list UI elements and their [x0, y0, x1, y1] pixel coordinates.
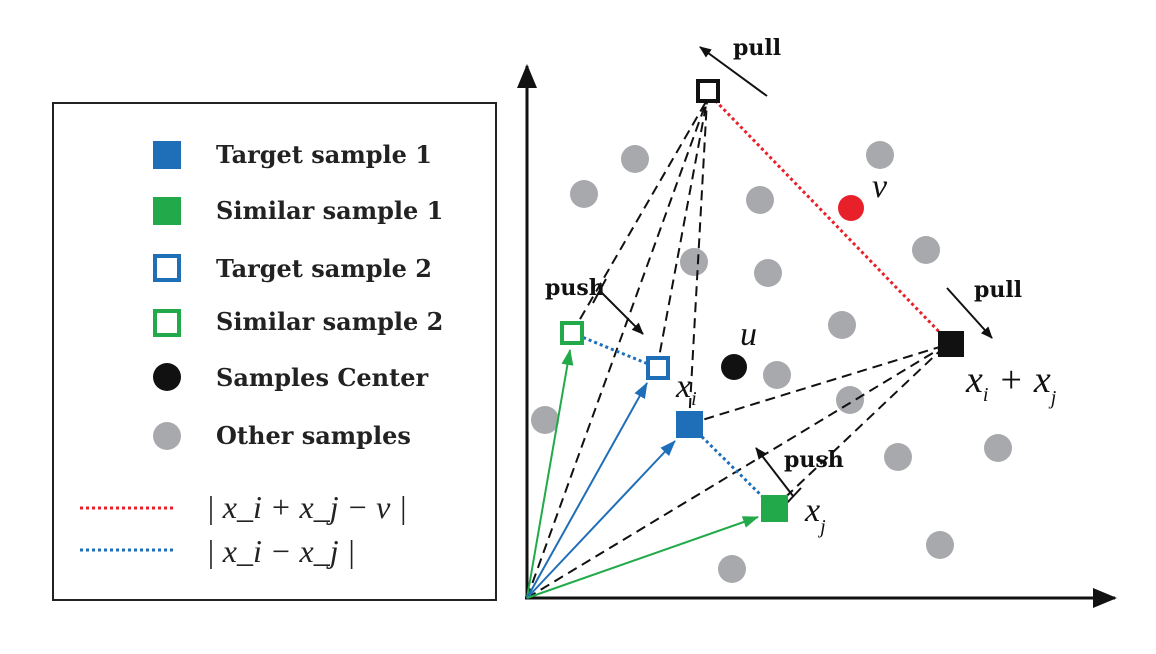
push-bracket-left	[592, 278, 607, 304]
pull-label-top: pull	[733, 35, 781, 61]
target-sample-1-square	[676, 411, 703, 438]
legend: Target sample 1 Similar sample 1 Target …	[52, 102, 497, 601]
legend-marker-similar-sample-1	[153, 197, 181, 225]
pull-arrow-top	[699, 46, 768, 97]
blue-dotted-distance-line-1	[687, 422, 776, 510]
v-label: v	[872, 168, 888, 205]
other-sample-dot	[680, 248, 708, 276]
other-sample-dot	[912, 236, 940, 264]
blue-dotted-distance-line-2	[571, 331, 659, 370]
other-sample-dot	[754, 259, 782, 287]
dashed-line-origin-to-top	[526, 99, 708, 599]
xi-label-base: x	[675, 368, 691, 405]
sum-label-plus: +	[1000, 359, 1021, 401]
top-hollow-black-square	[696, 79, 720, 103]
xi-label: xi	[675, 368, 697, 410]
sum-label-sub1: i	[983, 384, 989, 406]
vector-similar-sample-1	[526, 516, 759, 599]
push-label-left: push	[545, 275, 605, 301]
red-dotted-distance-line	[705, 90, 952, 345]
other-sample-dot	[531, 406, 559, 434]
legend-blue-line-formula: | x_i − x_j |	[206, 533, 355, 569]
other-sample-dot	[570, 180, 598, 208]
other-samples	[531, 141, 1012, 583]
legend-label-samples-center: Samples Center	[216, 363, 428, 392]
dashed-line-target1-to-sum	[688, 344, 947, 425]
legend-marker-similar-sample-2	[153, 309, 181, 337]
vector-similar-sample-2	[526, 349, 574, 599]
pull-arrow-right	[946, 287, 993, 339]
other-sample-dot	[746, 186, 774, 214]
push-arrow-left	[599, 290, 644, 335]
dashed-line-target2-to-top	[656, 99, 708, 369]
legend-red-line-formula: | x_i + x_j − v |	[206, 489, 407, 525]
vector-target-sample-1	[526, 440, 676, 599]
axes	[517, 64, 1117, 608]
other-sample-dot	[984, 434, 1012, 462]
vector-target-sample-2	[526, 382, 648, 599]
other-sample-dot	[866, 141, 894, 169]
legend-label-target-sample-2: Target sample 2	[216, 254, 432, 283]
legend-label-other-samples: Other samples	[216, 421, 411, 450]
xj-label-base: x	[804, 492, 820, 529]
other-sample-dot	[621, 145, 649, 173]
push-arrow-bottom	[755, 447, 794, 497]
sum-label-x2: x	[1033, 359, 1051, 401]
sum-black-square	[938, 331, 964, 357]
sum-label: xi + xj	[965, 359, 1057, 409]
xi-label-subscript: i	[691, 388, 697, 410]
dashed-connections	[526, 99, 947, 599]
other-sample-dot	[926, 531, 954, 559]
sum-label-sub2: j	[1048, 387, 1057, 409]
similar-sample-1-square	[761, 495, 788, 522]
dashed-line-target1-to-top	[688, 99, 708, 425]
other-sample-dot	[763, 361, 791, 389]
force-arrows	[592, 46, 993, 505]
sum-label-x1: x	[965, 359, 983, 401]
legend-label-target-sample-1: Target sample 1	[216, 140, 432, 169]
other-sample-dot	[884, 443, 912, 471]
other-sample-dot	[828, 311, 856, 339]
red-point-v	[838, 195, 864, 221]
vectors	[526, 349, 759, 599]
samples-center-point	[721, 354, 747, 380]
xj-label-subscript: j	[817, 516, 826, 538]
u-label: u	[740, 316, 757, 353]
legend-marker-samples-center	[153, 363, 181, 391]
similar-sample-2-square	[560, 321, 584, 345]
dashed-line-similar2-to-top	[571, 99, 708, 334]
legend-label-similar-sample-2: Similar sample 2	[216, 307, 443, 336]
legend-label-similar-sample-1: Similar sample 1	[216, 196, 443, 225]
legend-marker-other-samples	[153, 422, 181, 450]
legend-box	[52, 102, 497, 601]
pull-label-right: pull	[974, 277, 1022, 303]
legend-marker-target-sample-1	[153, 141, 181, 169]
xj-label: xj	[804, 492, 826, 538]
target-sample-2-square	[646, 356, 670, 380]
push-bracket-bottom	[785, 487, 802, 505]
legend-marker-target-sample-2	[153, 254, 181, 282]
dashed-line-similar1-to-sum	[773, 344, 947, 509]
other-sample-dot	[718, 555, 746, 583]
other-sample-dot	[836, 386, 864, 414]
push-label-bottom: push	[784, 447, 844, 473]
